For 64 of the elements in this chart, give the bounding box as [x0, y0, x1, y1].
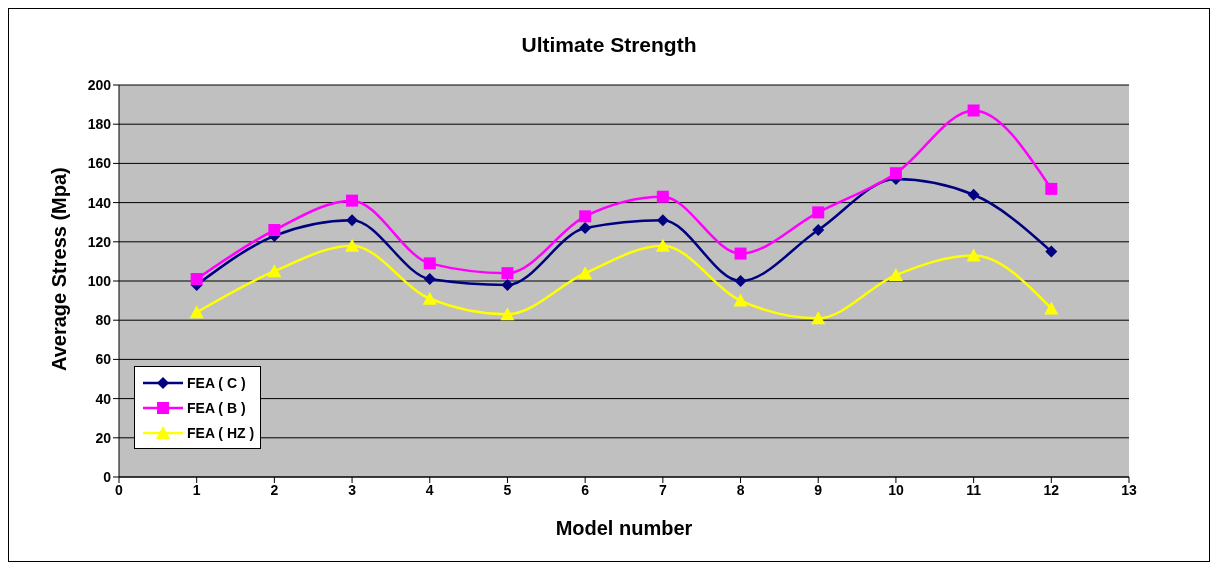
point — [267, 264, 282, 278]
x-tick-label: 2 — [270, 481, 279, 498]
legend-label: FEA ( B ) — [187, 399, 246, 416]
y-tick-label: 140 — [87, 194, 112, 211]
point — [422, 291, 437, 305]
point — [268, 224, 281, 237]
point — [888, 268, 903, 282]
y-tick-label: 40 — [95, 390, 112, 407]
x-tick-label: 12 — [1043, 481, 1060, 498]
point — [656, 190, 669, 203]
point — [656, 214, 669, 227]
point — [733, 293, 748, 307]
point — [811, 311, 826, 325]
x-tick-label: 10 — [888, 481, 904, 498]
x-axis-title: Model number — [555, 517, 693, 539]
y-tick-label: 160 — [87, 155, 112, 172]
legend-label: FEA ( HZ ) — [187, 424, 255, 441]
point — [1045, 245, 1058, 258]
point — [501, 267, 514, 280]
point — [345, 238, 360, 252]
x-tick-label: 5 — [503, 481, 512, 498]
point — [423, 257, 436, 270]
y-axis-title: Average Stress (Mpa) — [48, 167, 71, 371]
x-tick-label: 3 — [348, 481, 357, 498]
point — [578, 266, 593, 280]
point — [1045, 182, 1058, 195]
point — [966, 248, 981, 262]
point — [190, 273, 203, 286]
point — [346, 214, 359, 227]
point — [734, 247, 747, 260]
x-tick-label: 9 — [814, 481, 823, 498]
y-tick-label: 100 — [87, 272, 112, 289]
point — [500, 307, 515, 321]
point — [967, 188, 980, 201]
y-tick-label: 80 — [95, 312, 112, 329]
x-tick-label: 4 — [425, 481, 434, 498]
point — [655, 238, 670, 252]
point — [812, 206, 825, 219]
x-tick-label: 8 — [736, 481, 745, 498]
y-tick-label: 0 — [103, 468, 112, 485]
y-tick-label: 200 — [87, 76, 112, 93]
point — [889, 167, 902, 180]
point — [501, 278, 514, 291]
y-tick-label: 180 — [87, 116, 112, 133]
point — [579, 210, 592, 223]
legend-label: FEA ( C ) — [187, 374, 246, 391]
y-tick-label: 20 — [95, 429, 112, 446]
x-tick-label: 13 — [1121, 481, 1137, 498]
x-tick-label: 1 — [192, 481, 201, 498]
y-tick-label: 60 — [95, 351, 112, 368]
x-tick-label: 6 — [581, 481, 590, 498]
y-tick-label: 120 — [87, 233, 112, 250]
chart-title: Ultimate Strength — [520, 33, 698, 57]
point — [423, 273, 436, 286]
point — [967, 104, 980, 117]
point — [189, 305, 204, 319]
x-tick-label: 7 — [658, 481, 667, 498]
point — [734, 275, 747, 287]
x-tick-label: 11 — [966, 481, 982, 498]
point — [579, 222, 592, 235]
x-tick-label: 0 — [115, 481, 124, 498]
point — [346, 194, 359, 207]
point — [812, 224, 825, 237]
point — [1044, 301, 1059, 315]
